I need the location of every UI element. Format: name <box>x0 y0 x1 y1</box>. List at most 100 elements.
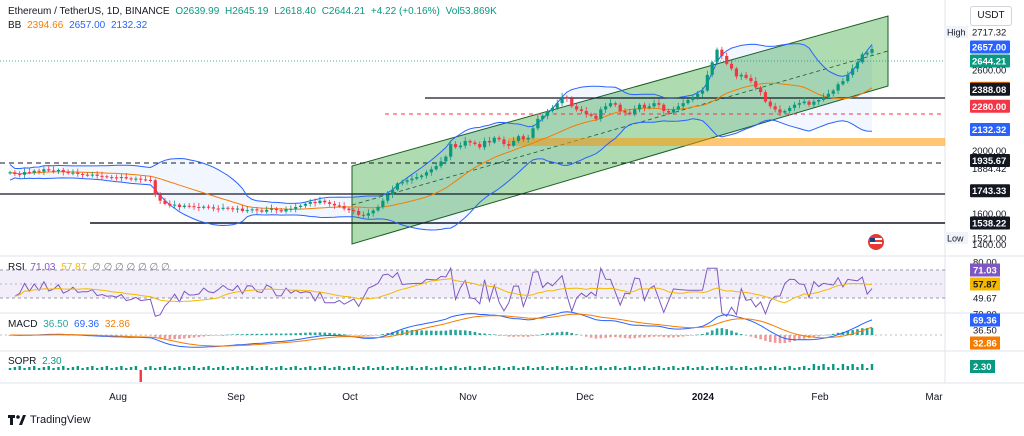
sopr-bar <box>401 368 404 370</box>
sopr-bar <box>493 367 496 370</box>
sopr-bar <box>13 367 17 370</box>
candle-body <box>647 106 651 108</box>
sopr-bar <box>95 368 99 370</box>
symbol-title[interactable]: Ethereum / TetherUS, 1D, BINANCE <box>8 6 170 17</box>
sopr-bar <box>560 368 564 370</box>
sopr-bar <box>652 367 656 370</box>
candle-body <box>139 178 143 180</box>
candle-body <box>851 68 855 75</box>
macd-tag-bg <box>970 336 1000 350</box>
candle-body <box>821 96 826 101</box>
sopr-bar <box>212 368 215 370</box>
symbol-legend: Ethereum / TetherUS, 1D, BINANCE O2639.9… <box>8 6 500 18</box>
candle-body <box>13 172 17 174</box>
candle-body <box>221 207 225 209</box>
sopr-bar <box>163 366 167 370</box>
macd-hist-bar <box>338 333 341 335</box>
bb-upper-value: 2657.00 <box>69 20 106 31</box>
candle-body <box>686 100 690 104</box>
candle-body <box>710 62 714 75</box>
sopr-bar <box>236 366 239 370</box>
sopr-bar <box>807 368 811 370</box>
candle-body <box>715 49 719 63</box>
price-axis-label: 1400.00 <box>972 240 1006 251</box>
sopr-bar <box>279 366 283 370</box>
sopr-bar <box>425 366 428 370</box>
candle-body <box>696 93 700 97</box>
candle-body <box>328 202 332 204</box>
bb-lower-value: 2132.32 <box>111 20 148 31</box>
sopr-bar <box>284 368 288 370</box>
sopr-bar <box>110 368 113 370</box>
candle-body <box>8 172 12 174</box>
candle-body <box>366 213 370 216</box>
sopr-bar <box>367 366 370 370</box>
candle-body <box>361 214 366 216</box>
price-axis-label: 1884.42 <box>972 164 1006 175</box>
macd-hist-bar <box>546 333 549 335</box>
price-axis-label: 2000.00 <box>972 146 1006 157</box>
currency-button[interactable]: USDT <box>970 6 1012 26</box>
macd-hist-bar <box>347 334 351 336</box>
sopr-bar <box>662 368 665 370</box>
macd-hist-bar <box>730 330 733 335</box>
macd-hist-bar <box>735 332 738 335</box>
sopr-bar <box>740 367 743 370</box>
macd-legend: MACD 36.50 69.36 32.86 <box>8 319 133 331</box>
candle-body <box>76 172 80 174</box>
sopr-bar <box>391 367 394 370</box>
candle-body <box>18 173 22 175</box>
macd-hist-bar <box>158 335 162 338</box>
sopr-bar <box>638 367 641 370</box>
sopr-bar <box>769 367 772 370</box>
candle-body <box>439 161 443 167</box>
sopr-bar <box>657 366 661 370</box>
flag-icon[interactable] <box>868 234 884 250</box>
macd-hist-bar <box>260 333 264 335</box>
sopr-bar <box>454 366 457 370</box>
macd-hist-bar <box>168 335 172 340</box>
sopr-bar <box>483 366 486 370</box>
sopr-label[interactable]: SOPR <box>8 356 37 367</box>
macd-hist-bar <box>289 333 293 335</box>
macd-hist-bar <box>376 335 380 336</box>
macd-hist-bar <box>672 335 675 338</box>
sopr-bar <box>37 368 41 370</box>
candle-body <box>739 74 743 77</box>
candle-body <box>265 209 269 212</box>
sopr-bar <box>192 366 196 370</box>
candle-body <box>211 207 215 209</box>
macd-hist-bar <box>420 330 423 335</box>
macd-hist-bar <box>430 330 433 335</box>
candle-body <box>260 210 264 212</box>
bb-label[interactable]: BB <box>8 20 22 31</box>
sopr-axis-label: 2.30 <box>973 362 992 373</box>
macd-hist-bar <box>173 335 176 340</box>
tradingview-logo[interactable]: TradingView <box>8 414 91 426</box>
candle-body <box>32 170 36 173</box>
rsi-label[interactable]: RSI <box>8 262 25 273</box>
macd-hist-value: 36.50 <box>43 319 69 330</box>
rsi-empty-values: ∅ ∅ ∅ ∅ ∅ ∅ ∅ <box>92 262 170 273</box>
bb-fill <box>10 43 872 231</box>
candle-body <box>177 204 182 207</box>
macd-hist-bar <box>454 329 457 335</box>
sopr-bar <box>575 368 578 370</box>
macd-hist-bar <box>483 333 486 335</box>
sopr-bar <box>832 364 835 370</box>
sopr-bar <box>865 368 869 370</box>
macd-hist-bar <box>342 334 346 335</box>
macd-hist-bar <box>783 335 787 343</box>
sopr-bar <box>546 368 549 370</box>
sopr-bar <box>541 366 544 370</box>
macd-hist-bar <box>739 334 743 335</box>
price-axis-label: 2280.00 <box>972 102 1006 113</box>
sopr-bar <box>618 368 622 370</box>
macd-hist-bar <box>831 333 835 335</box>
macd-hist-bar <box>633 335 637 339</box>
macd-hist-bar <box>241 334 244 335</box>
macd-hist-bar <box>439 330 443 335</box>
macd-label[interactable]: MACD <box>8 319 38 330</box>
sopr-bar <box>580 367 583 370</box>
